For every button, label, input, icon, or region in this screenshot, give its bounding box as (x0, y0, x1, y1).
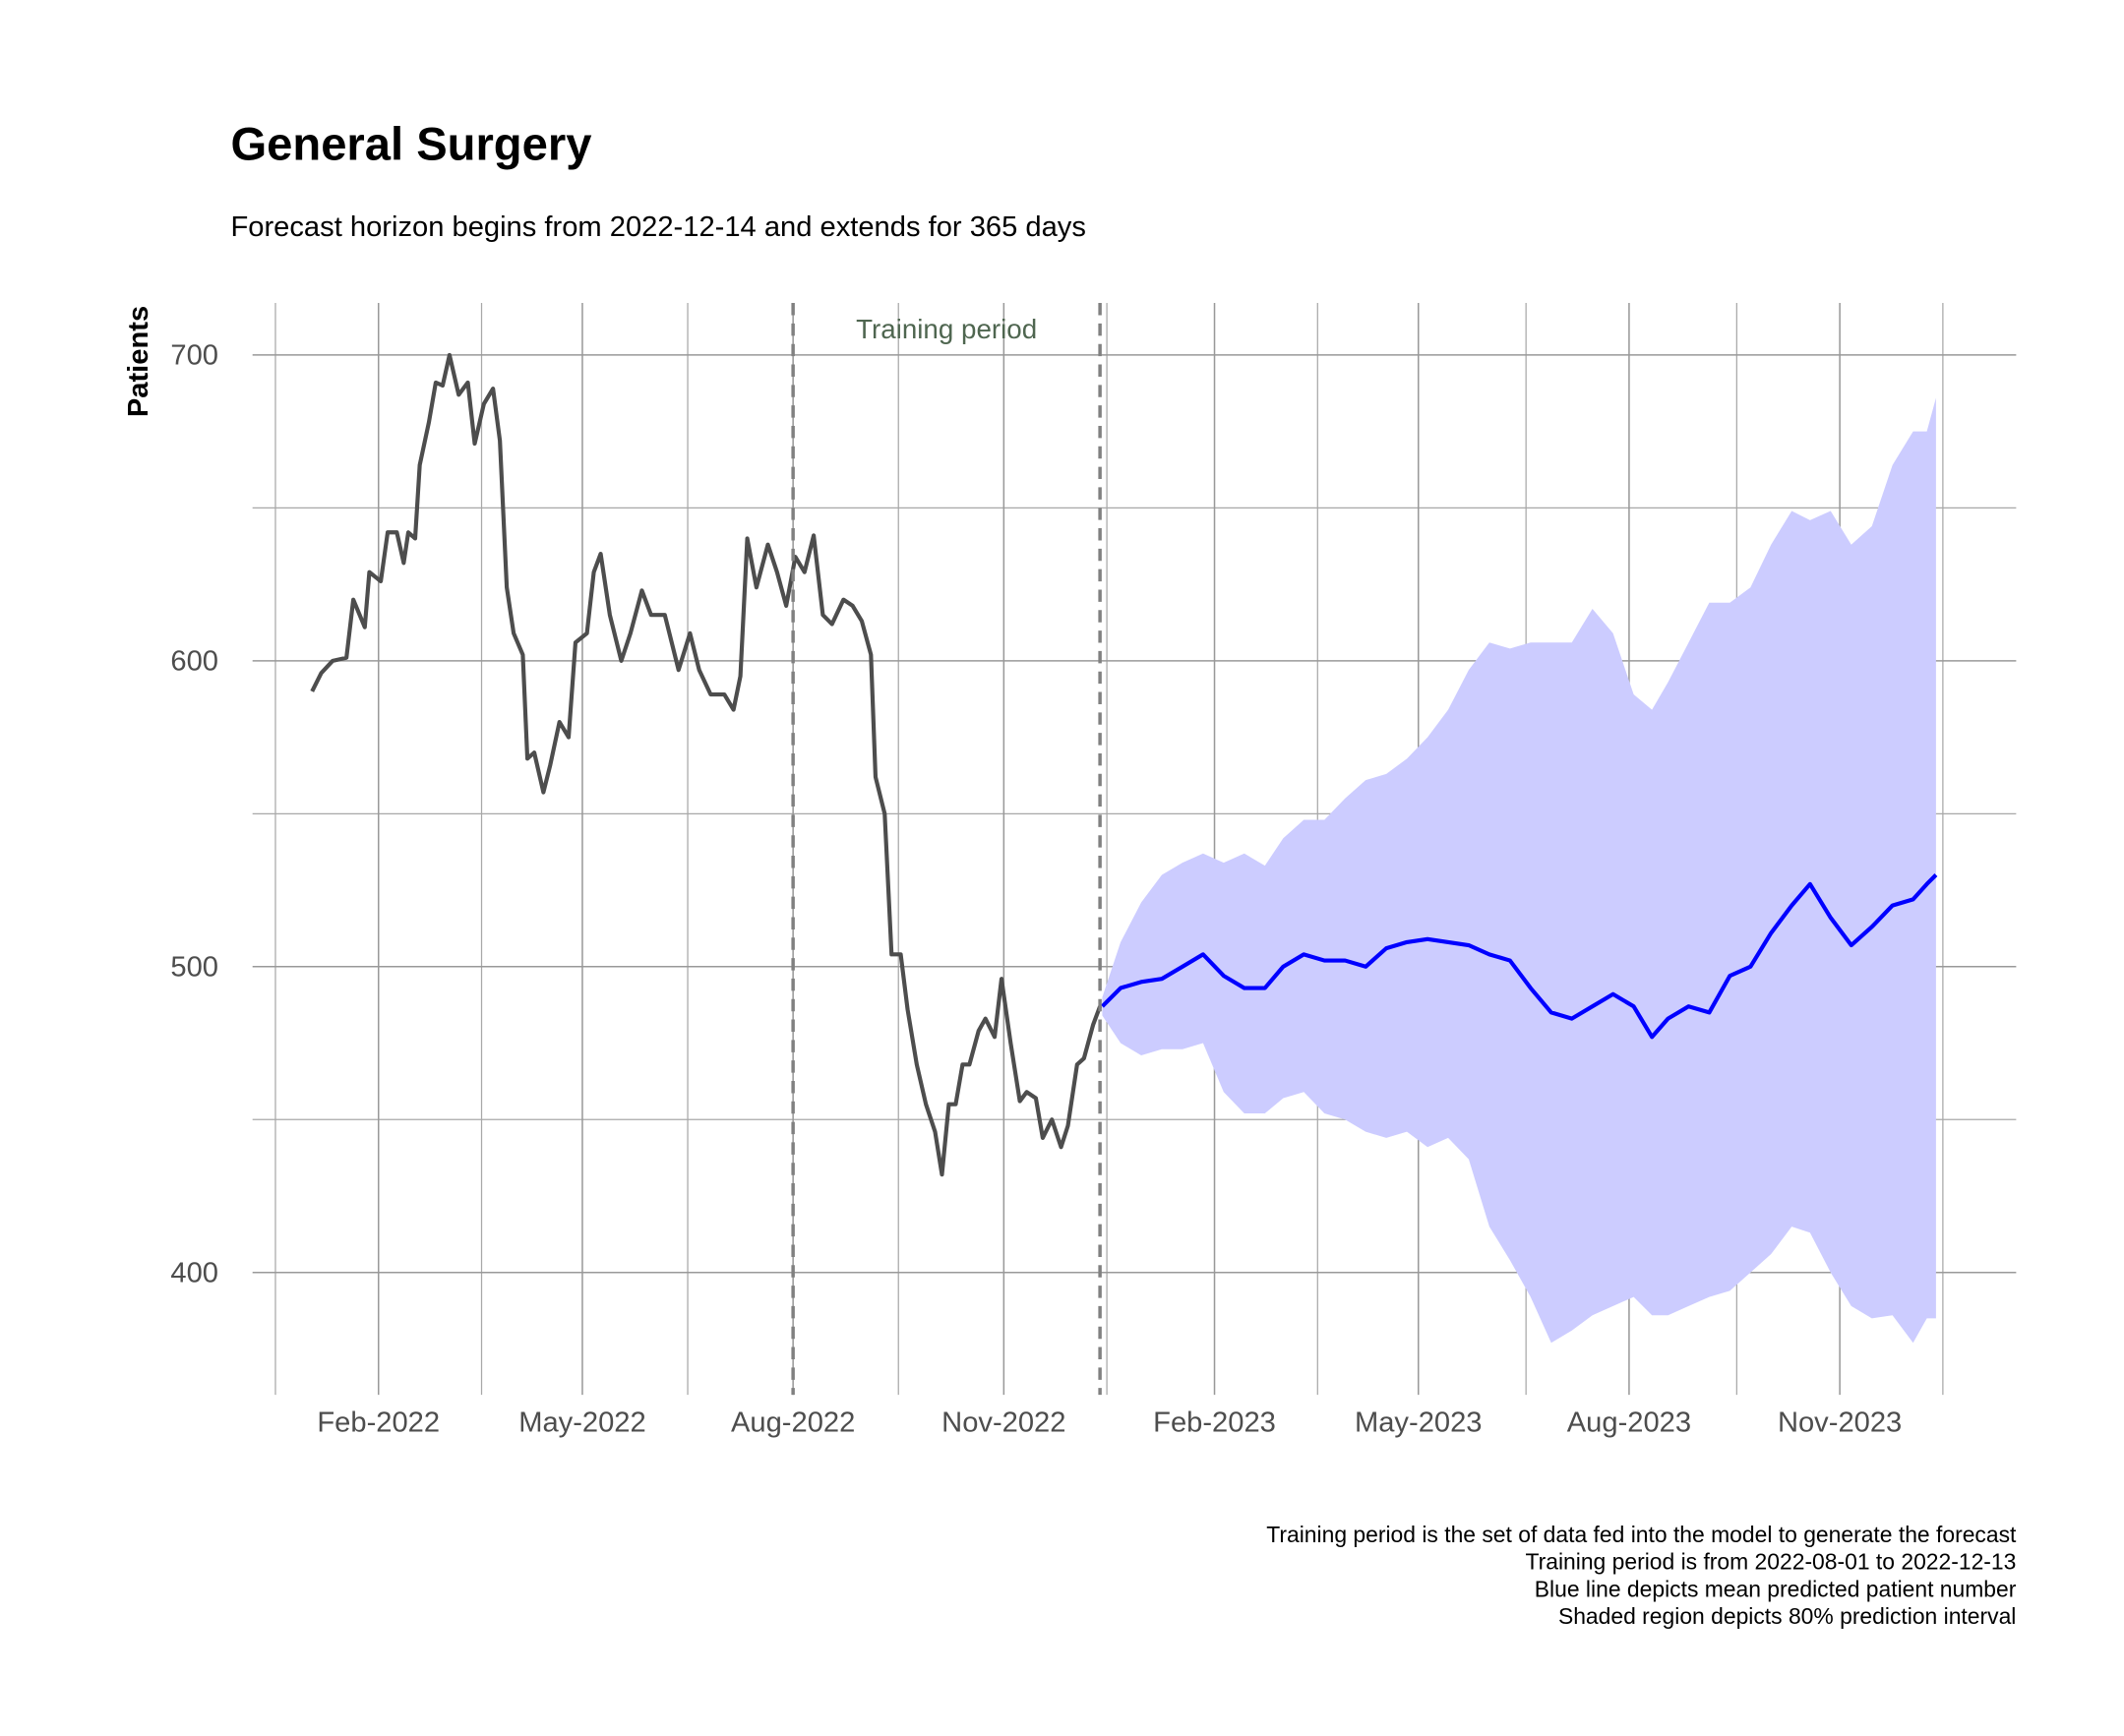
y-tick-label: 400 (170, 1257, 218, 1288)
x-tick-label: May-2022 (518, 1407, 646, 1439)
series-line (310, 352, 1103, 1177)
series-line (1100, 873, 1938, 1040)
x-tick-label: Nov-2022 (941, 1407, 1065, 1439)
y-tick-label: 600 (170, 646, 218, 678)
x-tick-label: Aug-2023 (1567, 1407, 1691, 1439)
x-tick-label: Feb-2022 (317, 1407, 440, 1439)
chart-title: General Surgery (230, 117, 591, 169)
x-tick-label: May-2023 (1355, 1407, 1483, 1439)
x-tick-label: Aug-2022 (731, 1407, 855, 1439)
x-tick-label: Feb-2023 (1153, 1407, 1276, 1439)
caption-line: Blue line depicts mean predicted patient… (1535, 1576, 2017, 1601)
chart-subtitle: Forecast horizon begins from 2022-12-14 … (230, 211, 1085, 243)
annotation: Training period (856, 314, 1037, 344)
caption-line: Training period is from 2022-08-01 to 20… (1525, 1549, 2016, 1575)
caption-line: Training period is the set of data fed i… (1266, 1522, 2017, 1547)
caption-line: Shaded region depicts 80% prediction int… (1558, 1603, 2016, 1629)
y-tick-label: 500 (170, 951, 218, 983)
y-tick-label: 700 (170, 340, 218, 372)
prediction-band (1102, 397, 1936, 1344)
x-tick-label: Nov-2023 (1778, 1407, 1902, 1439)
y-axis-label: Patients (123, 306, 154, 417)
